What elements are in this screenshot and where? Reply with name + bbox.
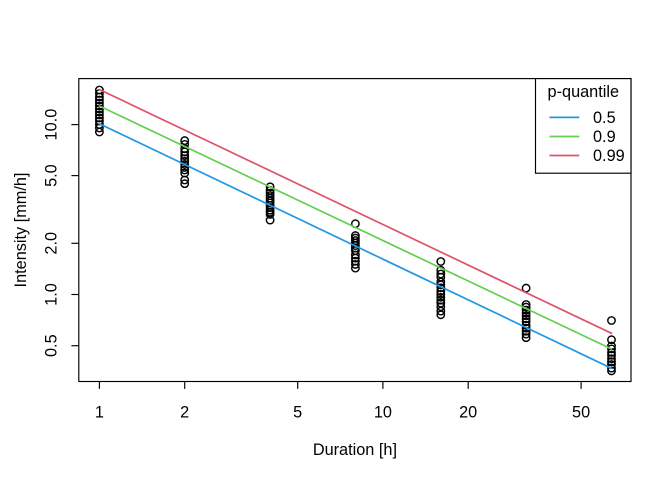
svg-text:1.0: 1.0 [43,283,61,306]
svg-text:2: 2 [180,403,189,421]
svg-text:1: 1 [95,403,104,421]
svg-text:2.0: 2.0 [43,232,61,255]
svg-text:Duration [h]: Duration [h] [313,441,397,459]
svg-text:0.5: 0.5 [593,109,616,127]
svg-text:5.0: 5.0 [43,164,61,187]
svg-text:20: 20 [459,403,477,421]
svg-text:p-quantile: p-quantile [548,83,620,101]
svg-text:50: 50 [572,403,590,421]
svg-text:0.99: 0.99 [593,147,625,165]
svg-text:0.5: 0.5 [43,334,61,357]
svg-text:0.9: 0.9 [593,128,616,146]
svg-text:Intensity [mm/h]: Intensity [mm/h] [12,173,30,288]
svg-text:5: 5 [293,403,302,421]
svg-text:10.0: 10.0 [43,109,61,141]
svg-text:10: 10 [374,403,392,421]
